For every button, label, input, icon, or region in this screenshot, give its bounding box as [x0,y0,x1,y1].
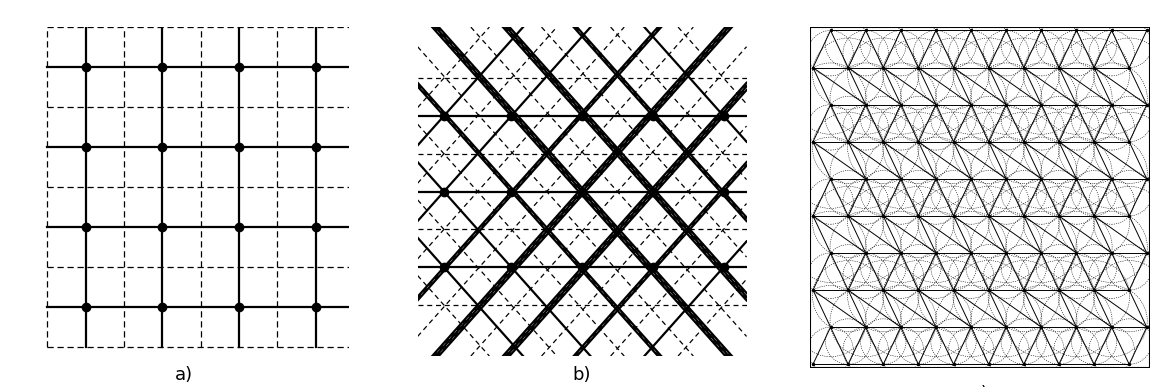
FancyBboxPatch shape [810,27,1150,368]
Text: a): a) [176,366,193,384]
Text: c): c) [971,385,989,387]
Text: b): b) [573,366,591,384]
